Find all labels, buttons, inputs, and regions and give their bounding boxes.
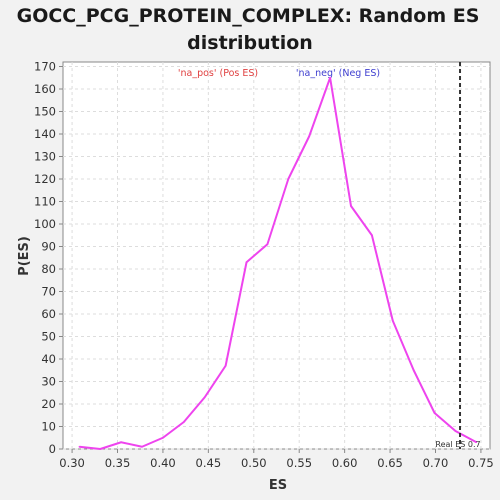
y-tick-label: 10	[41, 420, 56, 434]
data-point	[120, 441, 122, 444]
y-axis-label: P(ES)	[17, 236, 32, 276]
data-point	[287, 178, 290, 180]
x-tick-label: 0.35	[105, 456, 131, 470]
x-axis-label: ES	[269, 478, 287, 493]
y-tick-label: 60	[41, 307, 56, 321]
data-point	[412, 369, 415, 372]
y-tick-label: 50	[41, 330, 56, 344]
y-tick-label: 140	[34, 127, 56, 141]
y-tick-label: 100	[34, 217, 56, 231]
x-tick-label: 0.65	[377, 456, 403, 470]
y-tick-label: 70	[41, 285, 56, 299]
y-tick-label: 130	[34, 150, 56, 164]
y-tick-label: 40	[41, 352, 56, 366]
x-tick-label: 0.75	[468, 456, 494, 470]
x-tick-label: 0.30	[59, 456, 85, 470]
x-tick-label: 0.70	[423, 456, 449, 470]
y-tick-label: 110	[34, 195, 56, 209]
data-point	[391, 319, 394, 322]
x-tick-label: 0.50	[241, 456, 267, 470]
data-point	[433, 412, 436, 414]
data-point	[350, 205, 352, 207]
x-axis-ticks: 0.30 0.35 0.40 0.45 0.50 0.55 0.60 0.65 0.70 0.75	[59, 449, 494, 470]
y-tick-label: 0	[49, 442, 56, 456]
chart-title-line1: GOCC_PCG_PROTEIN_COMPLEX: Random ES	[17, 5, 480, 27]
data-point	[329, 76, 331, 79]
data-point	[245, 261, 248, 264]
chart-title-line2: distribution	[187, 32, 313, 54]
x-tick-label: 0.60	[332, 456, 358, 470]
legend-neg-es: 'na_neg' (Neg ES)	[296, 68, 380, 79]
data-point	[475, 441, 478, 444]
y-tick-label: 120	[34, 172, 56, 186]
data-point	[371, 234, 373, 237]
y-tick-label: 150	[34, 105, 56, 119]
real-es-label: Real ES 0.7	[435, 440, 480, 449]
y-axis-ticks: 0 10 20 30 40 50 60 70 80 90 100 110 120 130 140 150 160…	[34, 60, 63, 456]
data-point	[224, 364, 227, 367]
data-point	[308, 135, 311, 138]
x-tick-label: 0.55	[286, 456, 312, 470]
y-tick-label: 170	[34, 60, 56, 74]
data-point	[141, 445, 143, 448]
x-tick-label: 0.45	[196, 456, 222, 470]
data-point	[162, 436, 164, 439]
y-tick-label: 30	[41, 375, 56, 389]
data-point	[78, 445, 81, 448]
data-point	[266, 243, 269, 246]
y-tick-label: 160	[34, 82, 56, 96]
series-line	[79, 76, 477, 450]
legend-pos-es: 'na_pos' (Pos ES)	[178, 68, 258, 79]
data-point	[99, 448, 102, 450]
data-point	[183, 421, 185, 423]
data-point	[203, 396, 206, 399]
y-tick-label: 80	[41, 262, 56, 276]
x-tick-label: 0.40	[150, 456, 176, 470]
data-point	[454, 430, 457, 432]
plot-area	[62, 61, 491, 450]
y-tick-label: 20	[41, 397, 56, 411]
y-tick-label: 90	[41, 240, 56, 254]
series-group	[78, 76, 478, 450]
